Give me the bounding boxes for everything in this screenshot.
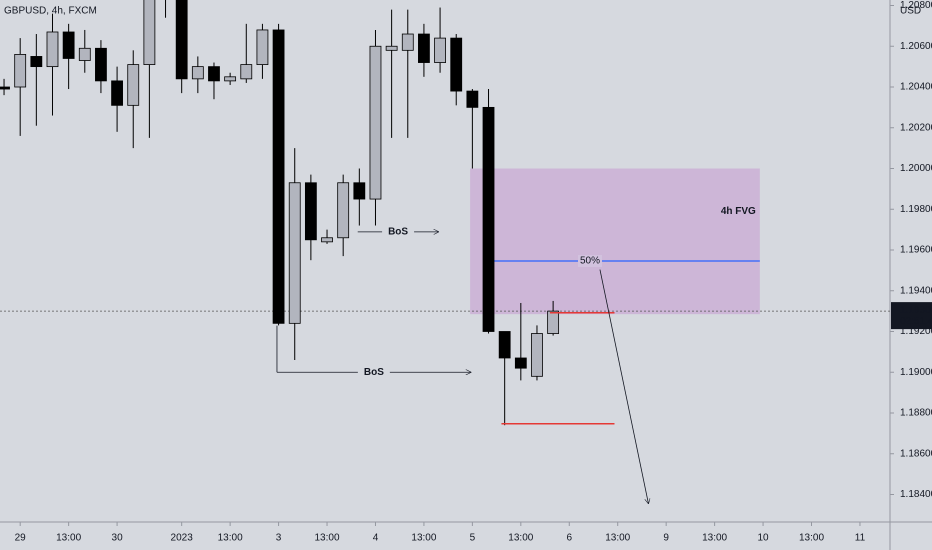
x-tick-label: 10 [758,533,770,544]
candle-body [111,80,123,106]
candle-body [256,29,269,65]
candle-body [418,33,430,63]
candle-body [78,47,91,61]
y-tick-label: 1.20000 [900,163,932,174]
candle-body [337,182,350,239]
x-tick-label: 13:00 [411,533,436,544]
y-tick-label: 1.20400 [900,82,932,93]
candle-body [224,76,237,82]
candle-body [514,357,527,369]
candle-body [14,54,27,88]
x-tick-label: 6 [566,533,572,544]
candle-body [353,182,366,200]
bos-label: BoS [364,367,384,378]
chart-title: GBPUSD, 4h, FXCM [4,6,97,17]
price-tag-countdown: 02:51:44 [900,316,932,327]
y-tick-label: 1.18400 [900,489,932,500]
candle-body [482,106,495,332]
x-tick-label: 13:00 [605,533,630,544]
candle-body [208,66,220,82]
y-tick-label: 1.19000 [900,367,932,378]
candle-body [288,182,301,324]
candle-body [0,86,10,90]
x-tick-label: 29 [15,533,27,544]
candle-body [127,64,140,106]
price-tag [891,302,932,330]
candle-body [46,31,59,68]
x-tick-label: 13:00 [702,533,727,544]
x-tick-label: 5 [470,533,476,544]
fvg-mid-label-bg [577,255,602,267]
x-tick-label: 13:00 [315,533,340,544]
candle-body [62,31,75,59]
y-tick-label: 1.19600 [900,245,932,256]
x-tick-label: 3 [276,533,282,544]
fvg-mid-label: 50% [580,256,600,267]
candle-body [272,29,285,324]
candle-body [30,56,43,68]
candle-body [240,64,253,80]
x-tick-label: 9 [663,533,669,544]
fvg-label: 4h FVG [721,206,756,217]
y-tick-label: 1.20200 [900,122,932,133]
projection-arrow [599,269,648,504]
candle-body [531,333,543,377]
candle-body [498,331,511,359]
x-tick-label: 13:00 [56,533,81,544]
y-tick-label: 1.19400 [900,285,932,296]
candle-body [434,37,446,63]
candle-body [385,45,398,51]
y-tick-label: 1.18800 [900,408,932,419]
candle-body [175,0,188,80]
x-tick-label: 13:00 [508,533,533,544]
candle-body [547,310,560,334]
x-tick-label: 13:00 [799,533,824,544]
bos-label: BoS [388,227,408,238]
y-tick-label: 1.20800 [900,0,932,11]
y-tick-label: 1.19800 [900,204,932,215]
x-tick-label: 4 [373,533,379,544]
x-tick-label: 30 [112,533,124,544]
candle-body [321,237,333,243]
currency: USD [900,6,921,17]
x-tick-label: 2023 [171,533,194,544]
candle-body [369,45,382,200]
x-tick-label: 11 [855,533,866,544]
candle-body [466,90,479,108]
candle-body [304,182,317,241]
candle-body [143,0,156,65]
fvg-zone [470,168,760,315]
y-tick-label: 1.19200 [900,326,932,337]
candle-body [95,47,107,82]
y-tick-label: 1.20600 [900,41,932,52]
y-tick-label: 1.18600 [900,448,932,459]
candle-body [450,37,463,92]
x-tick-label: 13:00 [218,533,243,544]
candle-body [191,66,204,80]
candle-body [401,33,414,51]
